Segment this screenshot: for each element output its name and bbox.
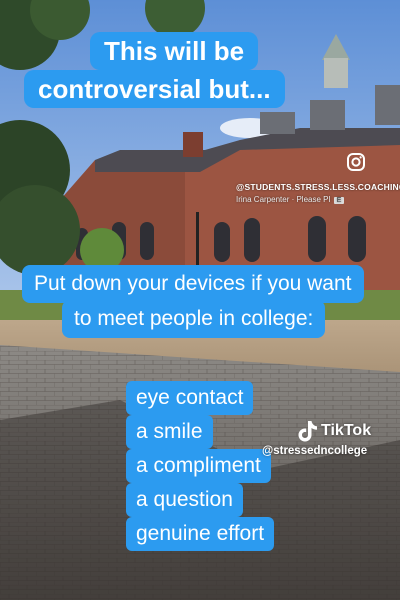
list-item: a question [126,483,243,517]
list-item: a smile [126,415,213,449]
instagram-handle: @STUDENTS.STRESS.LESS.COACHING [236,182,400,192]
tip-line-1: Put down your devices if you want [22,265,364,303]
tiktok-logo-icon [298,421,317,442]
tip-line-2: to meet people in college: [62,300,326,338]
list-item: a compliment [126,449,271,483]
headline-line-2: controversial but... [24,70,285,108]
instagram-icon [347,153,365,171]
tiktok-brand: TikTok [321,422,372,439]
headline-line-1: This will be [90,32,259,70]
tiktok-handle: @stressedncollege [262,445,368,457]
credit-badge: E [333,197,345,204]
photo-credit: Irina Carpenter · Please PI E [236,195,345,204]
photo-credit-text: Irina Carpenter · Please PI [236,195,331,204]
list-item: genuine effort [126,517,275,551]
list-item: eye contact [126,381,254,415]
